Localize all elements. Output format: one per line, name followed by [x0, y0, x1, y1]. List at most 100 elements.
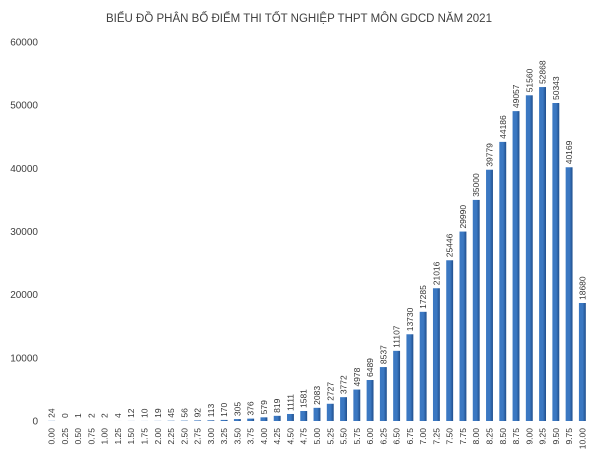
x-tick-label: 0.00	[47, 428, 57, 445]
bar-value-label: 45	[166, 408, 176, 418]
bar	[220, 419, 228, 421]
x-tick-label: 5.00	[312, 428, 322, 445]
bar-value-label: 51560	[524, 68, 534, 92]
x-tick-label: 4.75	[299, 428, 309, 445]
y-tick-label: 30000	[10, 227, 38, 238]
x-axis-labels-group: 0.00 0.25 0.50 0.75 1.00 1.25 1.50 1.75 2.00 2.25…	[47, 428, 588, 450]
bar	[273, 415, 281, 421]
bar-value-label: 1	[73, 413, 83, 418]
bar-value-label: 21016	[431, 261, 441, 285]
x-tick-label: 6.75	[405, 428, 415, 445]
x-tick-label: 5.75	[352, 428, 362, 445]
bar-value-label: 40169	[564, 140, 574, 164]
x-tick-label: 2.00	[153, 428, 163, 445]
bar-value-label: 6489	[365, 358, 375, 377]
x-tick-label: 8.75	[511, 428, 521, 445]
chart-title: BIỂU ĐỒ PHÂN BỐ ĐIỂM THI TỐT NGHIỆP THPT…	[106, 11, 492, 25]
x-tick-label: 3.00	[206, 428, 216, 445]
bar-value-label: 39779	[484, 143, 494, 167]
x-tick-label: 0.50	[73, 428, 83, 445]
bar-value-label: 19	[153, 408, 163, 418]
x-tick-label: 7.50	[445, 428, 455, 445]
x-tick-label: 9.75	[564, 428, 574, 445]
bar	[472, 199, 480, 421]
bar-value-label: 35000	[471, 173, 481, 197]
bar-value-label: 18680	[577, 276, 587, 300]
y-tick-label: 40000	[10, 164, 38, 175]
x-tick-label: 0.25	[60, 428, 70, 445]
bar-value-label: 113	[206, 403, 216, 417]
bar-value-label: 49057	[511, 84, 521, 108]
bar	[260, 417, 268, 421]
bar	[207, 420, 215, 421]
bar-value-label: 2083	[312, 386, 322, 405]
bar	[366, 380, 374, 421]
bar	[233, 419, 241, 421]
bar	[326, 403, 334, 421]
x-tick-label: 4.00	[259, 428, 269, 445]
x-tick-label: 7.00	[418, 428, 428, 445]
bar-value-label: 819	[272, 398, 282, 412]
bar	[287, 413, 294, 421]
x-tick-label: 2.50	[179, 428, 189, 445]
bar-value-label: 52868	[538, 60, 548, 84]
bar	[247, 418, 255, 421]
bar-value-label: 56	[179, 408, 189, 418]
bar-value-label: 376	[246, 401, 256, 415]
y-axis: 0 10000 20000 30000 40000 50000 60000	[10, 38, 38, 428]
x-tick-label: 8.00	[471, 428, 481, 445]
bar	[499, 141, 507, 421]
bar	[419, 311, 427, 421]
bar-value-label: 24	[47, 408, 57, 418]
bar-value-label: 2727	[325, 382, 335, 401]
bar	[406, 334, 414, 421]
bar-value-label: 12	[126, 408, 136, 418]
x-tick-label: 7.75	[458, 428, 468, 445]
bar-value-label: 2	[100, 413, 110, 418]
bar	[393, 350, 401, 421]
bar-value-label: 4978	[352, 367, 362, 386]
bar	[379, 367, 387, 421]
bar	[300, 411, 308, 421]
x-tick-label: 9.00	[524, 428, 534, 445]
x-tick-label: 2.25	[166, 428, 176, 445]
x-tick-label: 3.50	[232, 428, 242, 445]
x-tick-label: 4.25	[272, 428, 282, 445]
bar-value-label: 4	[113, 413, 123, 418]
x-tick-label: 6.00	[365, 428, 375, 445]
bar-value-label: 1111	[285, 394, 295, 411]
bar-value-label: 92	[193, 408, 203, 418]
bar-value-label: 11107	[392, 325, 402, 348]
x-tick-label: 9.25	[538, 428, 548, 445]
bar-value-label: 579	[259, 400, 269, 414]
x-tick-label: 3.25	[219, 428, 229, 445]
bar-value-label: 8537	[378, 345, 388, 364]
bar-value-label: 0	[60, 413, 70, 418]
bar-value-label: 1581	[299, 389, 309, 408]
bar	[552, 103, 560, 421]
x-tick-label: 9.50	[551, 428, 561, 445]
y-tick-label: 50000	[10, 101, 38, 112]
x-tick-label: 1.25	[113, 428, 123, 445]
bars-group	[48, 87, 586, 422]
bar-value-label: 25446	[445, 233, 455, 257]
x-tick-label: 10.00	[577, 428, 587, 450]
bar	[565, 167, 573, 421]
bar	[525, 95, 533, 421]
bar	[353, 389, 361, 421]
bar	[446, 260, 454, 421]
bar	[194, 420, 202, 421]
bar	[486, 169, 493, 421]
bar-value-label: 29990	[458, 205, 468, 229]
bar-value-label: 305	[232, 402, 242, 416]
x-tick-label: 8.25	[484, 428, 494, 445]
x-tick-label: 2.75	[193, 428, 203, 445]
bar	[578, 303, 586, 421]
x-tick-label: 7.25	[431, 428, 441, 445]
y-tick-label: 0	[32, 417, 38, 428]
bar	[313, 407, 321, 421]
bar-value-label: 2	[86, 413, 96, 418]
y-tick-label: 60000	[10, 38, 38, 49]
